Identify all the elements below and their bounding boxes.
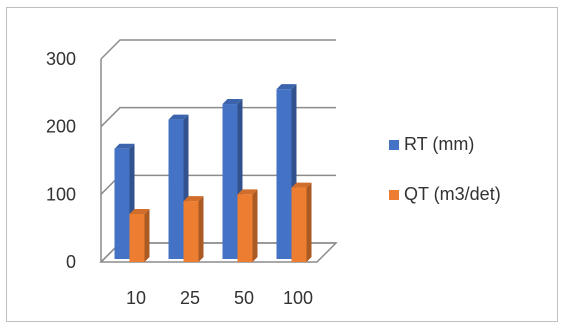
bar-front — [183, 201, 199, 262]
bar-front — [276, 89, 292, 259]
bar-top — [114, 143, 135, 149]
legend-label: RT (mm) — [404, 134, 474, 154]
y-axis-tick-labels: 0 100 200 300 — [46, 49, 76, 272]
legend-item-qt: QT (m3/det) — [389, 184, 501, 204]
bar-side — [144, 208, 150, 262]
bar-qt-25 — [183, 196, 204, 262]
bar-front — [237, 194, 253, 262]
bar-side — [252, 189, 258, 262]
bar-side — [198, 196, 204, 262]
y-tick-label: 300 — [46, 49, 76, 69]
bar-qt-10 — [129, 208, 150, 262]
gridline — [100, 39, 336, 60]
bar-top — [276, 84, 297, 90]
y-tick-label: 100 — [46, 184, 76, 204]
bars — [114, 84, 312, 262]
legend: RT (mm) QT (m3/det) — [389, 134, 501, 204]
bar-side — [306, 182, 312, 262]
legend-swatch — [389, 140, 399, 150]
bar-top — [168, 114, 189, 120]
x-tick-label: 10 — [126, 288, 146, 308]
bar-front — [291, 187, 307, 262]
legend-label: QT (m3/det) — [404, 184, 501, 204]
x-tick-label: 50 — [234, 288, 254, 308]
bar-front — [114, 148, 130, 259]
y-tick-label: 200 — [46, 117, 76, 137]
bar-top — [237, 189, 258, 195]
x-tick-label: 100 — [283, 288, 313, 308]
bar-top — [222, 99, 243, 105]
y-tick-label: 0 — [66, 252, 76, 272]
legend-item-rt: RT (mm) — [389, 134, 474, 154]
bar-top — [129, 208, 150, 214]
bar-front — [222, 104, 238, 259]
x-tick-label: 25 — [180, 288, 200, 308]
x-axis-tick-labels: 10 25 50 100 — [126, 288, 313, 308]
bar-top — [183, 196, 204, 202]
bar-front — [129, 213, 145, 262]
bar-qt-50 — [237, 189, 258, 262]
bar-top — [291, 182, 312, 188]
bar-front — [168, 119, 184, 260]
legend-swatch — [389, 190, 399, 200]
gridline — [100, 106, 336, 128]
bar-qt-100 — [291, 182, 312, 262]
